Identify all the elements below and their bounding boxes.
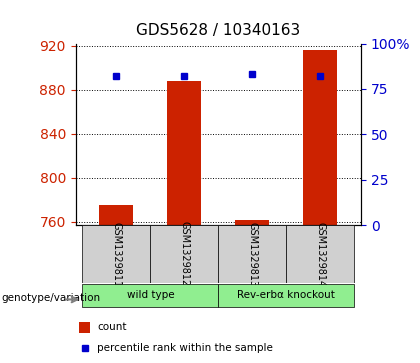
Text: GSM1329811: GSM1329811 (111, 221, 121, 287)
Title: GDS5628 / 10340163: GDS5628 / 10340163 (136, 23, 301, 38)
Bar (79, 322, 90, 333)
Bar (168, 81, 202, 225)
Text: count: count (97, 322, 126, 333)
Bar (82, 285, 218, 307)
Bar (218, 225, 286, 283)
Bar (303, 50, 337, 225)
Text: genotype/variation: genotype/variation (2, 293, 101, 303)
Text: Rev-erbα knockout: Rev-erbα knockout (237, 290, 335, 300)
Text: GSM1329814: GSM1329814 (315, 221, 326, 287)
Bar (218, 285, 354, 307)
Bar (150, 225, 218, 283)
Bar (235, 220, 269, 225)
Bar (286, 225, 354, 283)
Text: GSM1329812: GSM1329812 (179, 221, 189, 287)
Text: wild type: wild type (126, 290, 174, 300)
Text: percentile rank within the sample: percentile rank within the sample (97, 343, 273, 353)
Text: GSM1329813: GSM1329813 (247, 221, 257, 287)
Bar (82, 225, 150, 283)
Bar (100, 205, 134, 225)
